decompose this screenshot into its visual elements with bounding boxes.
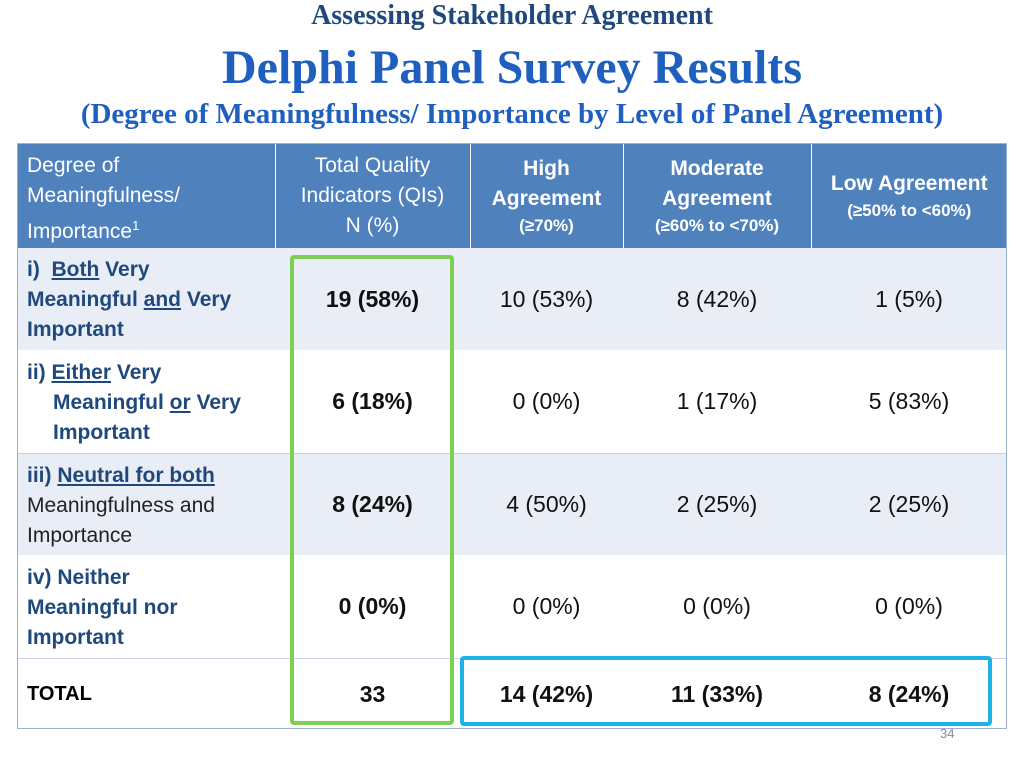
cell-moderate: 2 (25%) (623, 452, 811, 556)
slide-supertitle: Assessing Stakeholder Agreement (311, 0, 713, 31)
header-moderate-line1: Moderate (670, 156, 764, 180)
table-row-total: TOTAL 33 14 (42%) 11 (33%) 8 (24%) (17, 657, 1007, 731)
header-degree-line1: Degree of (27, 154, 120, 177)
table-row-neutral: iii) Neutral for both Meaningfulness and… (17, 452, 1007, 556)
header-low-agreement: Low Agreement (≥50% to <60%) (811, 143, 1007, 248)
cell-low: 1 (5%) (811, 248, 1007, 351)
cell-low: 0 (0%) (811, 555, 1007, 659)
row-label-keyword: Both (51, 258, 100, 281)
cell-high-sum: 14 (42%) (470, 657, 623, 731)
row-label-keyword: or (169, 391, 191, 414)
header-moderate-agreement: Moderate Agreement (≥60% to <70%) (623, 143, 812, 248)
header-total-line1: Total Quality (314, 154, 431, 177)
header-degree-line3: Importance (27, 220, 133, 243)
cell-total: 0 (0%) (275, 555, 470, 659)
row-label-neither: iv) Neither Meaningful nor Important (17, 555, 275, 659)
row-label-either: ii) Either Very Meaningful or Very Impor… (17, 350, 275, 454)
row-label-text: Very (111, 361, 162, 384)
row-label-text: Meaningful (27, 288, 144, 311)
cell-low-sum: 8 (24%) (811, 657, 1007, 731)
cell-low: 5 (83%) (811, 350, 1007, 454)
row-label-indented-line: Meaningful or Very (27, 388, 265, 418)
row-prefix: iii) (27, 463, 52, 487)
cell-moderate: 0 (0%) (623, 555, 811, 659)
row-label-both: i) Both Very Meaningful and Very Importa… (17, 248, 275, 351)
header-degree: Degree of Meaningfulness/ Importance1 (17, 143, 276, 248)
row-prefix: i) (27, 258, 40, 281)
header-moderate-line2: Agreement (662, 186, 772, 210)
row-label-text: Very (181, 288, 232, 311)
results-table: Degree of Meaningfulness/ Importance1 To… (17, 143, 1007, 731)
cell-low: 2 (25%) (811, 452, 1007, 556)
row-label-keyword: and (143, 288, 182, 311)
header-total-line3: N (%) (345, 214, 400, 237)
cell-total: 8 (24%) (275, 452, 470, 556)
row-prefix: ii) (27, 361, 46, 384)
cell-moderate: 1 (17%) (623, 350, 811, 454)
cell-total-sum: 33 (275, 657, 470, 731)
row-label-text: Important (27, 626, 124, 649)
header-high-line2: Agreement (491, 186, 602, 210)
header-degree-line2: Meaningfulness/ (27, 184, 180, 207)
header-high-line1: High (523, 156, 570, 180)
header-degree-footnote: 1 (132, 218, 140, 233)
total-label: TOTAL (17, 657, 275, 731)
cell-high: 0 (0%) (470, 555, 623, 659)
row-label-text: Meaningful (53, 391, 170, 414)
row-label-text: Meaningfulness and (27, 493, 215, 517)
cell-moderate: 8 (42%) (623, 248, 811, 351)
header-low-line1: Low Agreement (830, 171, 988, 195)
row-label-text: Very (190, 391, 241, 414)
header-moderate-range: (≥60% to <70%) (654, 215, 780, 235)
row-label-keyword: Either (51, 361, 112, 384)
slide-title: Delphi Panel Survey Results (221, 41, 803, 94)
cell-moderate-sum: 11 (33%) (623, 657, 811, 731)
row-label-text: Important (27, 318, 124, 341)
row-label-text: Important (53, 421, 150, 444)
row-label-keyword: Neutral for both (57, 463, 215, 487)
row-label-text: Very (99, 258, 150, 281)
table-row-neither: iv) Neither Meaningful nor Important 0 (… (17, 555, 1007, 659)
row-label-neutral: iii) Neutral for both Meaningfulness and… (17, 452, 275, 556)
slide-subtitle: (Degree of Meaningfulness/ Importance by… (80, 98, 944, 130)
table-row-either: ii) Either Very Meaningful or Very Impor… (17, 350, 1007, 454)
header-high-range: (≥70%) (519, 215, 574, 235)
cell-total: 6 (18%) (275, 350, 470, 454)
table-header-row: Degree of Meaningfulness/ Importance1 To… (17, 143, 1007, 248)
cell-high: 10 (53%) (470, 248, 623, 351)
header-total-qis: Total Quality Indicators (QIs) N (%) (275, 143, 471, 248)
header-total-line2: Indicators (QIs) (300, 184, 445, 207)
row-prefix: iv) (27, 566, 52, 589)
header-low-range: (≥50% to <60%) (847, 200, 972, 220)
row-label-text: Meaningful nor (27, 596, 178, 619)
header-high-agreement: High Agreement (≥70%) (470, 143, 624, 248)
cell-high: 0 (0%) (470, 350, 623, 454)
table-row-both: i) Both Very Meaningful and Very Importa… (17, 248, 1007, 351)
cell-total: 19 (58%) (275, 248, 470, 351)
page-number: 34 (940, 726, 955, 741)
row-label-text: Importance (27, 523, 133, 547)
row-label-text: Neither (57, 566, 130, 589)
cell-high: 4 (50%) (470, 452, 623, 556)
